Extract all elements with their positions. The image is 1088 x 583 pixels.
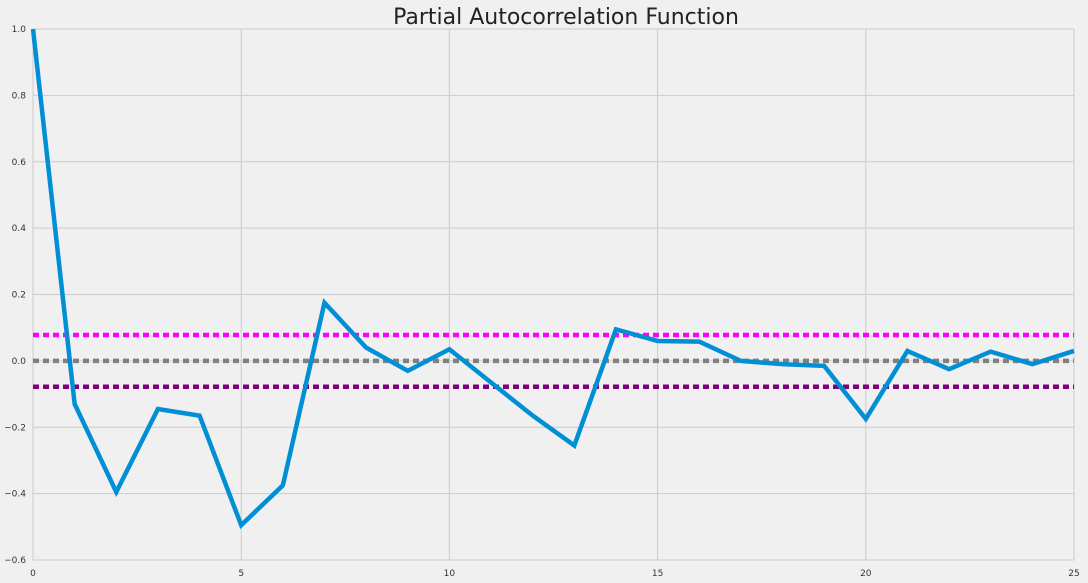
y-axis-tick-labels: 1.0 0.8 0.6 0.4 0.2 0.0 −0.2 −0.4 −0.6 (4, 25, 26, 566)
series-group (30, 28, 1075, 530)
y-tick-label: 0.4 (12, 224, 27, 234)
y-tick-label: 0.8 (12, 91, 27, 101)
pacf-series-line (30, 28, 1075, 530)
x-tick-label: 15 (652, 569, 663, 579)
x-gridlines (32, 29, 1075, 560)
y-tick-label: 0.0 (12, 357, 27, 367)
x-axis-tick-labels: 0 5 10 15 20 25 (30, 569, 1080, 579)
y-gridlines (33, 28, 1074, 561)
y-tick-label: 0.6 (12, 158, 27, 168)
x-tick-label: 25 (1068, 569, 1079, 579)
x-tick-label: 0 (30, 569, 36, 579)
x-tick-label: 20 (860, 569, 872, 579)
x-tick-label: 10 (444, 569, 456, 579)
y-tick-label: −0.6 (4, 556, 26, 566)
y-tick-label: −0.4 (4, 490, 26, 500)
y-tick-label: −0.2 (4, 423, 26, 433)
reference-lines (33, 332, 1074, 390)
y-tick-label: 1.0 (12, 25, 27, 35)
x-tick-label: 5 (238, 569, 244, 579)
chart-title: Partial Autocorrelation Function (393, 5, 739, 30)
y-tick-label: 0.2 (12, 291, 26, 301)
